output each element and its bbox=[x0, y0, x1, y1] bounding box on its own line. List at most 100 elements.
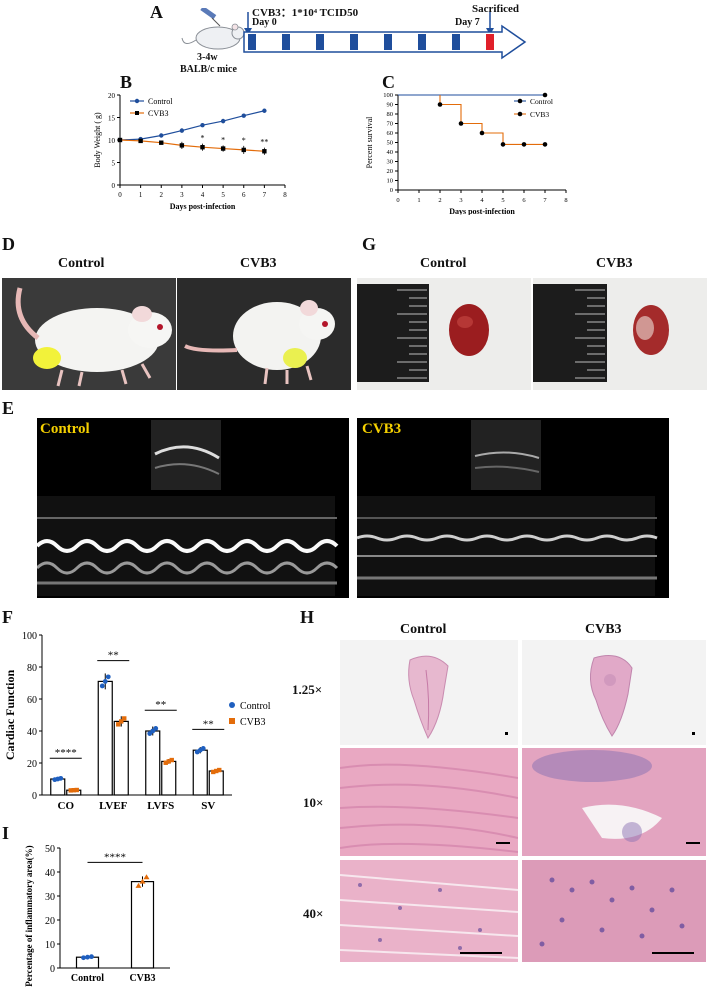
y-tick-label: 0 bbox=[50, 964, 55, 975]
y-tick-label: 5 bbox=[112, 160, 116, 168]
significance-mark: * bbox=[201, 134, 205, 143]
histology-cvb3-40x bbox=[522, 860, 706, 962]
data-point bbox=[179, 128, 185, 133]
legend-label: CVB3 bbox=[148, 109, 168, 118]
legend-marker bbox=[229, 718, 235, 724]
data-point bbox=[138, 138, 143, 144]
legend-label: CVB3 bbox=[240, 717, 266, 728]
y-tick-label: 0 bbox=[32, 791, 37, 802]
x-tick-label: Control bbox=[71, 973, 104, 984]
x-tick-label: CO bbox=[58, 800, 75, 812]
y-axis-label: Body Weight ( g) bbox=[93, 112, 102, 168]
significance-mark: * bbox=[221, 135, 225, 144]
survival-line-cvb3 bbox=[439, 95, 545, 145]
data-point bbox=[81, 955, 86, 961]
data-point bbox=[200, 746, 206, 751]
legend-marker bbox=[229, 702, 235, 708]
day7-label: Day 7 bbox=[455, 17, 480, 28]
panel-label-c: C bbox=[382, 72, 395, 92]
bar-cvb3-sv bbox=[208, 770, 224, 796]
data-point bbox=[163, 760, 168, 765]
photo-cvb3-heart bbox=[533, 278, 707, 390]
series-line-cvb3 bbox=[119, 139, 265, 152]
significance-mark: ** bbox=[203, 718, 214, 730]
panel-g-cvb3-title: CVB3 bbox=[596, 256, 633, 271]
legend-label: Control bbox=[148, 97, 173, 106]
histology-control-10x bbox=[340, 748, 518, 856]
panel-label-b: B bbox=[120, 72, 133, 92]
y-tick-label: 20 bbox=[27, 759, 37, 770]
y-tick-label: 10 bbox=[108, 137, 116, 145]
x-tick-label: 2 bbox=[160, 191, 164, 199]
y-tick-label: 80 bbox=[27, 663, 37, 674]
data-point bbox=[119, 719, 124, 724]
x-tick-label: 3 bbox=[459, 197, 462, 204]
bar-control-lvfs bbox=[145, 730, 161, 796]
panel-label-a: A bbox=[150, 2, 163, 22]
y-tick-label: 20 bbox=[45, 916, 55, 927]
y-tick-label: 10 bbox=[387, 178, 394, 185]
histology-col-control-title: Control bbox=[400, 622, 447, 637]
y-tick-label: 20 bbox=[387, 168, 394, 175]
day0-label: Day 0 bbox=[252, 17, 277, 28]
legend-label: Control bbox=[530, 97, 553, 106]
survival-point bbox=[458, 121, 464, 126]
data-point bbox=[105, 674, 111, 680]
data-point bbox=[102, 679, 108, 684]
data-point bbox=[153, 726, 159, 731]
echo-cvb3-panel bbox=[357, 418, 669, 598]
y-tick-label: 40 bbox=[45, 868, 55, 879]
survival-point bbox=[542, 142, 548, 147]
y-tick-label: 30 bbox=[387, 159, 394, 166]
survival-point bbox=[500, 142, 506, 147]
x-tick-label: LVEF bbox=[99, 800, 128, 812]
data-point bbox=[159, 133, 164, 138]
x-tick-label: 2 bbox=[438, 197, 441, 204]
y-tick-label: 15 bbox=[108, 115, 116, 123]
data-point bbox=[117, 137, 123, 143]
y-tick-label: 10 bbox=[45, 940, 55, 951]
y-tick-label: 100 bbox=[22, 631, 37, 642]
legend-marker bbox=[517, 111, 523, 117]
data-point bbox=[135, 882, 142, 888]
y-tick-label: 0 bbox=[390, 187, 393, 194]
data-point bbox=[116, 722, 121, 727]
bar-control-lvef bbox=[97, 680, 113, 796]
y-tick-label: 50 bbox=[45, 844, 55, 855]
data-point bbox=[241, 113, 246, 118]
x-tick-label: 5 bbox=[501, 197, 504, 204]
data-point bbox=[200, 122, 205, 128]
x-tick-label: 7 bbox=[263, 191, 267, 199]
echo-control-title: Control bbox=[40, 421, 90, 437]
panel-g-control-title: Control bbox=[420, 256, 467, 271]
data-point bbox=[217, 767, 222, 773]
data-point bbox=[214, 768, 219, 774]
x-tick-label: SV bbox=[201, 800, 215, 812]
data-point bbox=[166, 759, 171, 764]
survival-point bbox=[542, 92, 548, 98]
panel-label-h: H bbox=[300, 607, 315, 627]
mice-age-label: 3-4w bbox=[197, 52, 218, 63]
panel-label-e: E bbox=[2, 398, 15, 418]
timeline-arrow bbox=[240, 10, 530, 60]
legend-label: CVB3 bbox=[530, 110, 549, 119]
panel-label-f: F bbox=[2, 607, 13, 627]
data-point bbox=[89, 954, 94, 960]
y-tick-label: 0 bbox=[112, 182, 116, 190]
data-point bbox=[262, 149, 267, 154]
y-axis-label: Cardiac Function bbox=[3, 670, 17, 761]
panel-label-d: D bbox=[2, 234, 15, 254]
data-point bbox=[220, 118, 226, 124]
significance-mark: **** bbox=[104, 851, 126, 863]
y-tick-label: 70 bbox=[387, 121, 394, 128]
data-point bbox=[139, 878, 146, 884]
y-tick-label: 20 bbox=[108, 92, 116, 100]
legend-marker bbox=[135, 111, 139, 115]
x-tick-label: 4 bbox=[480, 197, 484, 204]
bar-cvb3 bbox=[130, 880, 155, 969]
legend-marker bbox=[517, 98, 523, 104]
data-point bbox=[74, 787, 79, 793]
data-point bbox=[169, 757, 174, 763]
panel-d-cvb3-title: CVB3 bbox=[240, 256, 277, 271]
